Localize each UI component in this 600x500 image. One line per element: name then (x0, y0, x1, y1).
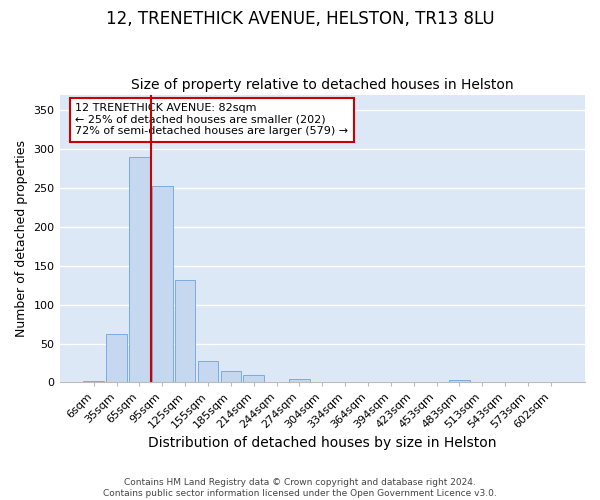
Text: 12 TRENETHICK AVENUE: 82sqm
← 25% of detached houses are smaller (202)
72% of se: 12 TRENETHICK AVENUE: 82sqm ← 25% of det… (76, 103, 349, 136)
Bar (106, 334, 127, 382)
Bar (449, 380, 470, 382)
Bar (289, 380, 310, 382)
Title: Size of property relative to detached houses in Helston: Size of property relative to detached ho… (131, 78, 514, 92)
Bar (83, 381, 104, 382)
Y-axis label: Number of detached properties: Number of detached properties (15, 140, 28, 337)
Bar (152, 186, 173, 382)
Bar (129, 157, 150, 382)
Bar (244, 374, 264, 382)
Bar (198, 360, 218, 382)
Text: 12, TRENETHICK AVENUE, HELSTON, TR13 8LU: 12, TRENETHICK AVENUE, HELSTON, TR13 8LU (106, 10, 494, 28)
X-axis label: Distribution of detached houses by size in Helston: Distribution of detached houses by size … (148, 436, 497, 450)
Bar (221, 371, 241, 382)
Bar (175, 280, 196, 382)
Text: Contains HM Land Registry data © Crown copyright and database right 2024.
Contai: Contains HM Land Registry data © Crown c… (103, 478, 497, 498)
